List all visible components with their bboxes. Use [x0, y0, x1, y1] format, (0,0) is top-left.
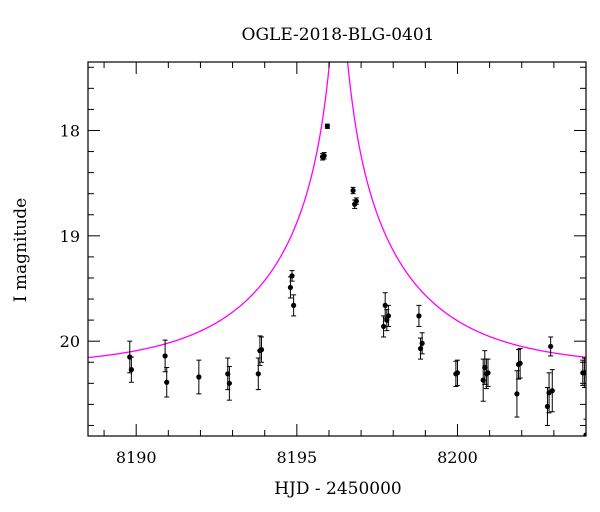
y-axis-label: I magnitude: [11, 198, 31, 302]
data-point: [419, 340, 425, 346]
data-point: [255, 371, 261, 377]
data-point: [321, 153, 327, 159]
data-points: [127, 123, 586, 436]
data-point: [162, 353, 168, 359]
data-point: [548, 343, 554, 350]
data-point: [382, 302, 388, 308]
data-point: [517, 360, 523, 366]
data-point: [485, 370, 491, 376]
data-point: [581, 370, 586, 376]
data-point: [164, 379, 170, 385]
x-tick-label: 8200: [437, 448, 478, 467]
data-point: [324, 123, 330, 129]
data-point: [416, 313, 422, 319]
model-curve: [88, 62, 586, 359]
data-point: [385, 313, 392, 319]
axis-ticks: 8190 8195 8200 18 19 20: [60, 62, 587, 467]
data-point: [380, 323, 387, 330]
data-point: [258, 347, 265, 353]
y-tick-label: 18: [60, 121, 80, 140]
data-point: [583, 432, 586, 436]
y-tick-label: 20: [60, 332, 80, 351]
plot-frame: [87, 61, 587, 437]
data-point: [350, 187, 356, 194]
data-point: [291, 302, 297, 308]
x-tick-label: 8190: [116, 448, 157, 467]
x-axis-label: HJD - 2450000: [274, 479, 402, 499]
data-point: [289, 273, 295, 279]
data-point: [454, 370, 461, 376]
data-point: [514, 391, 520, 397]
data-point: [196, 374, 202, 380]
plot-area: [88, 62, 586, 436]
data-point: [549, 388, 555, 394]
data-point: [226, 380, 232, 386]
chart-title: OGLE-2018-BLG-0401: [242, 25, 435, 45]
y-tick-label: 19: [60, 227, 80, 246]
x-tick-label: 8195: [276, 448, 317, 467]
data-point: [128, 367, 134, 373]
data-point: [353, 198, 359, 204]
data-point: [287, 284, 294, 291]
